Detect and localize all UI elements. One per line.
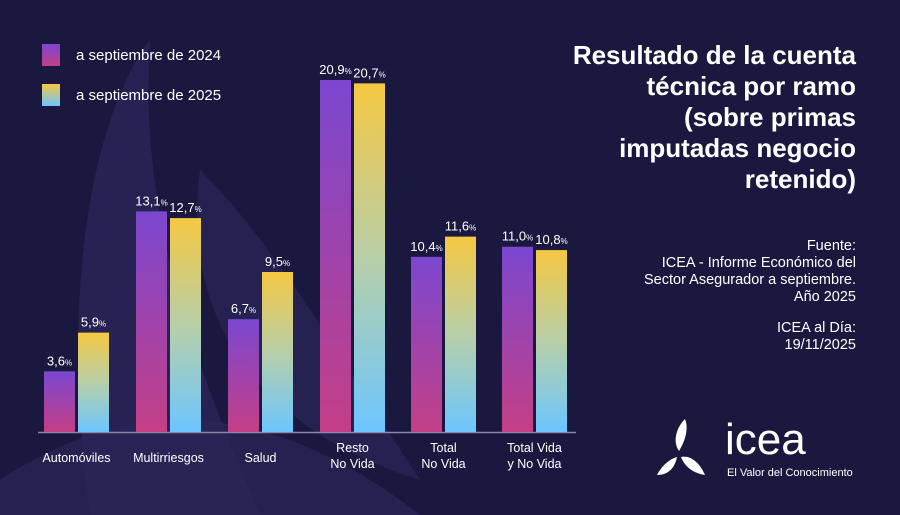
bar-2024: [320, 80, 351, 432]
source-line: Año 2025: [793, 289, 856, 305]
data-label: 13,1%: [135, 193, 167, 208]
legend-swatch-2024: [42, 44, 60, 66]
data-label: 3,6%: [47, 353, 72, 368]
category-label: Total Vida y No Vida: [507, 441, 562, 471]
source-line: ICEA - Informe Económico del: [661, 255, 856, 271]
bar-2025: [78, 332, 109, 432]
data-label: 11,0%: [502, 229, 533, 244]
bar-2024: [44, 371, 75, 432]
legend-item-2024: a septiembre de 2024: [42, 44, 221, 66]
icea-leaf-icon: [657, 419, 705, 475]
bar-2024: [411, 256, 442, 432]
data-label: 12,7%: [169, 200, 201, 215]
bar-2025: [262, 272, 293, 432]
category-label: Salud: [245, 451, 277, 465]
source-label: Fuente:: [806, 238, 856, 254]
bar-2025: [170, 218, 201, 432]
data-label: 6,7%: [231, 301, 256, 316]
bar-2024: [136, 211, 167, 432]
data-label: 20,7%: [353, 65, 385, 80]
legend-label-2024: a septiembre de 2024: [76, 46, 222, 64]
data-label: 11,6%: [445, 219, 476, 234]
source-line: Sector Asegurador a septiembre.: [644, 272, 856, 288]
bar-2025: [445, 236, 476, 432]
bar-2025: [536, 250, 567, 432]
bar-2024: [502, 246, 533, 432]
category-label: Resto No Vida: [330, 441, 374, 471]
category-label: Multirriesgos: [133, 451, 204, 465]
data-label: 5,9%: [81, 315, 106, 330]
legend-item-2025: a septiembre de 2025: [42, 84, 221, 106]
icea-logo: icea El Valor del Conocimiento: [655, 415, 865, 485]
date-value: 19/11/2025: [784, 337, 857, 353]
category-label: Total No Vida: [421, 441, 465, 471]
logo-brand: icea: [725, 415, 806, 464]
legend-swatch-2025: [42, 84, 60, 106]
source-block: Fuente: ICEA - Informe Económico del Sec…: [556, 238, 856, 354]
data-label: 10,8%: [535, 232, 567, 247]
chart-title: Resultado de la cuenta técnica por ramo …: [572, 40, 856, 194]
data-label: 9,5%: [265, 254, 290, 269]
data-label: 10,4%: [410, 239, 442, 254]
data-label: 20,9%: [319, 62, 351, 77]
logo-tagline: El Valor del Conocimiento: [727, 467, 853, 479]
date-label: ICEA al Día:: [777, 320, 856, 336]
bar-2024: [228, 319, 259, 432]
bar-2025: [354, 83, 385, 433]
category-label: Automóviles: [42, 451, 110, 465]
legend-label-2025: a septiembre de 2025: [76, 86, 222, 104]
